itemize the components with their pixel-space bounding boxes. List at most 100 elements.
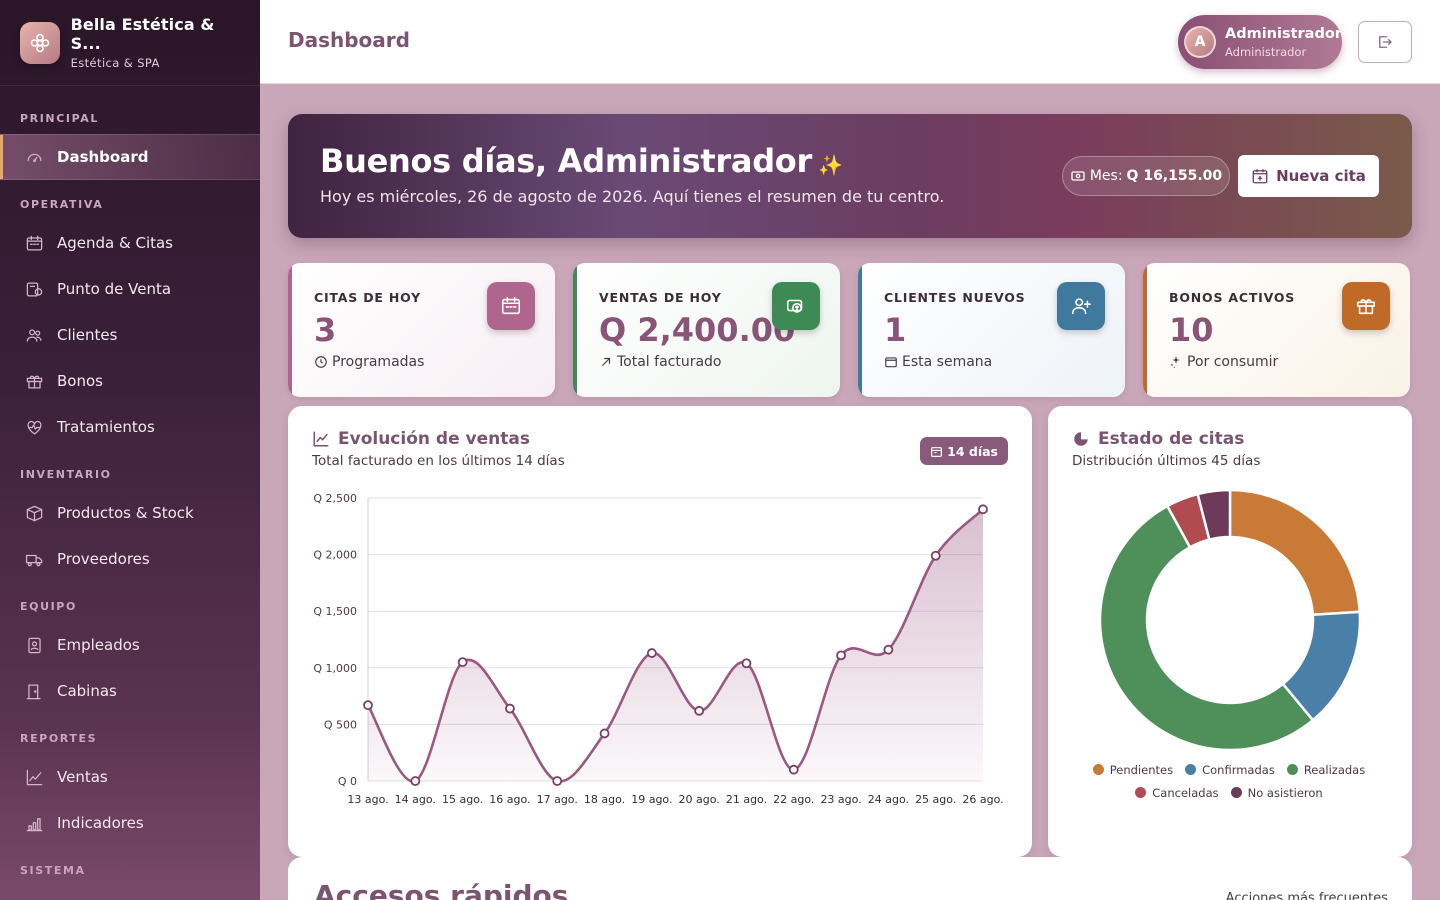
nav-section-label: EQUIPO <box>20 599 77 613</box>
calendar-icon <box>487 282 535 330</box>
calendar-icon <box>884 355 898 369</box>
id-badge-icon <box>24 635 44 655</box>
sidebar-item-bonos[interactable]: Bonos <box>0 358 260 404</box>
legend-label: Realizadas <box>1303 762 1366 777</box>
sidebar-item-ventas[interactable]: Ventas <box>0 754 260 800</box>
x-tick-label: 14 ago. <box>395 793 436 806</box>
appointment-status-panel: Estado de citas Distribución últimos 45 … <box>1048 406 1412 857</box>
stat-footnote: Total facturado <box>599 354 722 370</box>
brand[interactable]: Bella Estética & S... Estética & SPA <box>0 0 260 86</box>
x-tick-label: 16 ago. <box>489 793 530 806</box>
sidebar-item-tratamientos[interactable]: Tratamientos <box>0 404 260 450</box>
nav-section-label: REPORTES <box>20 731 98 745</box>
x-tick-label: 25 ago. <box>915 793 956 806</box>
quick-access-panel: Accesos rápidos Acciones más frecuentes <box>288 857 1412 900</box>
nav-section-label: INVENTARIO <box>20 467 112 481</box>
sidebar-item-proveedores[interactable]: Proveedores <box>0 536 260 582</box>
legend-item[interactable]: No asistieron <box>1230 781 1323 804</box>
y-tick-label: Q 0 <box>338 775 357 788</box>
sidebar-item-dashboard[interactable]: Dashboard <box>0 134 260 180</box>
stat-value: 10 <box>1169 311 1214 349</box>
x-tick-label: 17 ago. <box>537 793 578 806</box>
sidebar-item-cabinas[interactable]: Cabinas <box>0 668 260 714</box>
stat-card-clientes-nuevos[interactable]: CLIENTES NUEVOS 1 Esta semana <box>858 263 1125 397</box>
legend-swatch <box>1092 764 1104 775</box>
money-icon <box>772 282 820 330</box>
legend-item[interactable]: Confirmadas <box>1185 758 1275 781</box>
stat-value: Q 2,400.00 <box>599 311 796 349</box>
month-label: Mes: <box>1089 168 1123 184</box>
calendar-range-icon <box>930 445 943 458</box>
nav-section-label: PRINCIPAL <box>20 111 99 125</box>
sidebar-item-label: Cabinas <box>57 682 117 700</box>
sidebar-item-agenda-citas[interactable]: Agenda & Citas <box>0 220 260 266</box>
logout-button[interactable] <box>1358 21 1412 63</box>
greeting-subtitle: Hoy es miércoles, 26 de agosto de 2026. … <box>320 187 945 206</box>
flower-logo-icon <box>20 21 60 64</box>
status-panel-title: Estado de citas <box>1072 429 1244 449</box>
stat-footnote: Programadas <box>314 354 424 370</box>
quick-access-subtitle: Acciones más frecuentes <box>1225 891 1388 900</box>
topbar: Dashboard A Administrador Administrador <box>260 0 1440 84</box>
user-menu[interactable]: A Administrador Administrador <box>1178 15 1342 69</box>
sidebar-item-clientes[interactable]: Clientes <box>0 312 260 358</box>
legend-item[interactable]: Canceladas <box>1135 781 1219 804</box>
donut-slice-realizadas[interactable] <box>1098 504 1315 752</box>
x-tick-label: 26 ago. <box>962 793 1003 806</box>
sidebar-item-punto-de-venta[interactable]: Punto de Venta <box>0 266 260 312</box>
legend-label: Confirmadas <box>1202 762 1275 777</box>
x-tick-label: 21 ago. <box>726 793 767 806</box>
sidebar-item-label: Dashboard <box>57 148 149 166</box>
data-point <box>836 650 846 661</box>
avatar: A <box>1184 26 1216 58</box>
donut-slice-no-asistieron[interactable] <box>1196 488 1232 542</box>
x-tick-label: 22 ago. <box>773 793 814 806</box>
data-point <box>694 705 705 716</box>
page-title: Dashboard <box>288 28 410 52</box>
stat-card-ventas-de-hoy[interactable]: VENTAS DE HOY Q 2,400.00 Total facturado <box>573 263 840 397</box>
sales-panel-subtitle: Total facturado en los últimos 14 días <box>312 453 565 469</box>
user-plus-icon <box>1057 282 1105 330</box>
sidebar: Bella Estética & S... Estética & SPA PRI… <box>0 0 260 900</box>
box-icon <box>24 503 44 523</box>
data-point <box>646 648 657 658</box>
sidebar-item-productos-stock[interactable]: Productos & Stock <box>0 490 260 536</box>
calendar-icon <box>24 233 44 253</box>
bar-chart-icon <box>24 813 44 833</box>
brand-name: Bella Estética & S... <box>70 15 215 53</box>
greeting-title: Buenos días, Administrador ✨ <box>320 142 843 180</box>
x-tick-label: 24 ago. <box>868 793 909 806</box>
month-total-badge: Mes: Q 16,155.00 <box>1062 156 1230 196</box>
gift-icon <box>1342 282 1390 330</box>
stat-label: CITAS DE HOY <box>314 290 421 305</box>
stat-footnote: Por consumir <box>1169 354 1278 370</box>
y-tick-label: Q 2,500 <box>313 492 357 505</box>
range-badge[interactable]: 14 días <box>920 437 1008 465</box>
data-point <box>552 776 563 786</box>
x-tick-label: 18 ago. <box>584 793 625 806</box>
donut-slice-pendientes[interactable] <box>1228 488 1362 617</box>
logout-icon <box>1379 36 1392 48</box>
legend-item[interactable]: Pendientes <box>1092 758 1173 781</box>
legend-item[interactable]: Realizadas <box>1286 758 1366 781</box>
cash-register-icon <box>24 279 44 299</box>
status-legend: Pendientes Confirmadas Realizadas Cancelada… <box>1048 758 1410 804</box>
door-icon <box>24 681 44 701</box>
y-tick-label: Q 2,000 <box>313 549 357 562</box>
status-donut-chart <box>1098 488 1362 752</box>
pie-chart-icon <box>1072 430 1090 448</box>
sidebar-item-label: Empleados <box>57 636 140 654</box>
stat-card-bonos-activos[interactable]: BONOS ACTIVOS 10 Por consumir <box>1143 263 1410 397</box>
legend-label: Canceladas <box>1152 785 1219 800</box>
legend-label: No asistieron <box>1247 785 1323 800</box>
data-point <box>457 657 468 668</box>
data-point <box>930 550 941 561</box>
sidebar-item-indicadores[interactable]: Indicadores <box>0 800 260 846</box>
stat-card-citas-de-hoy[interactable]: CITAS DE HOY 3 Programadas <box>288 263 555 397</box>
sidebar-item-empleados[interactable]: Empleados <box>0 622 260 668</box>
gauge-icon <box>24 147 44 167</box>
legend-swatch <box>1230 787 1242 798</box>
nav-section-label: OPERATIVA <box>20 197 104 211</box>
data-point <box>599 728 610 739</box>
new-appointment-button[interactable]: Nueva cita <box>1238 155 1379 197</box>
